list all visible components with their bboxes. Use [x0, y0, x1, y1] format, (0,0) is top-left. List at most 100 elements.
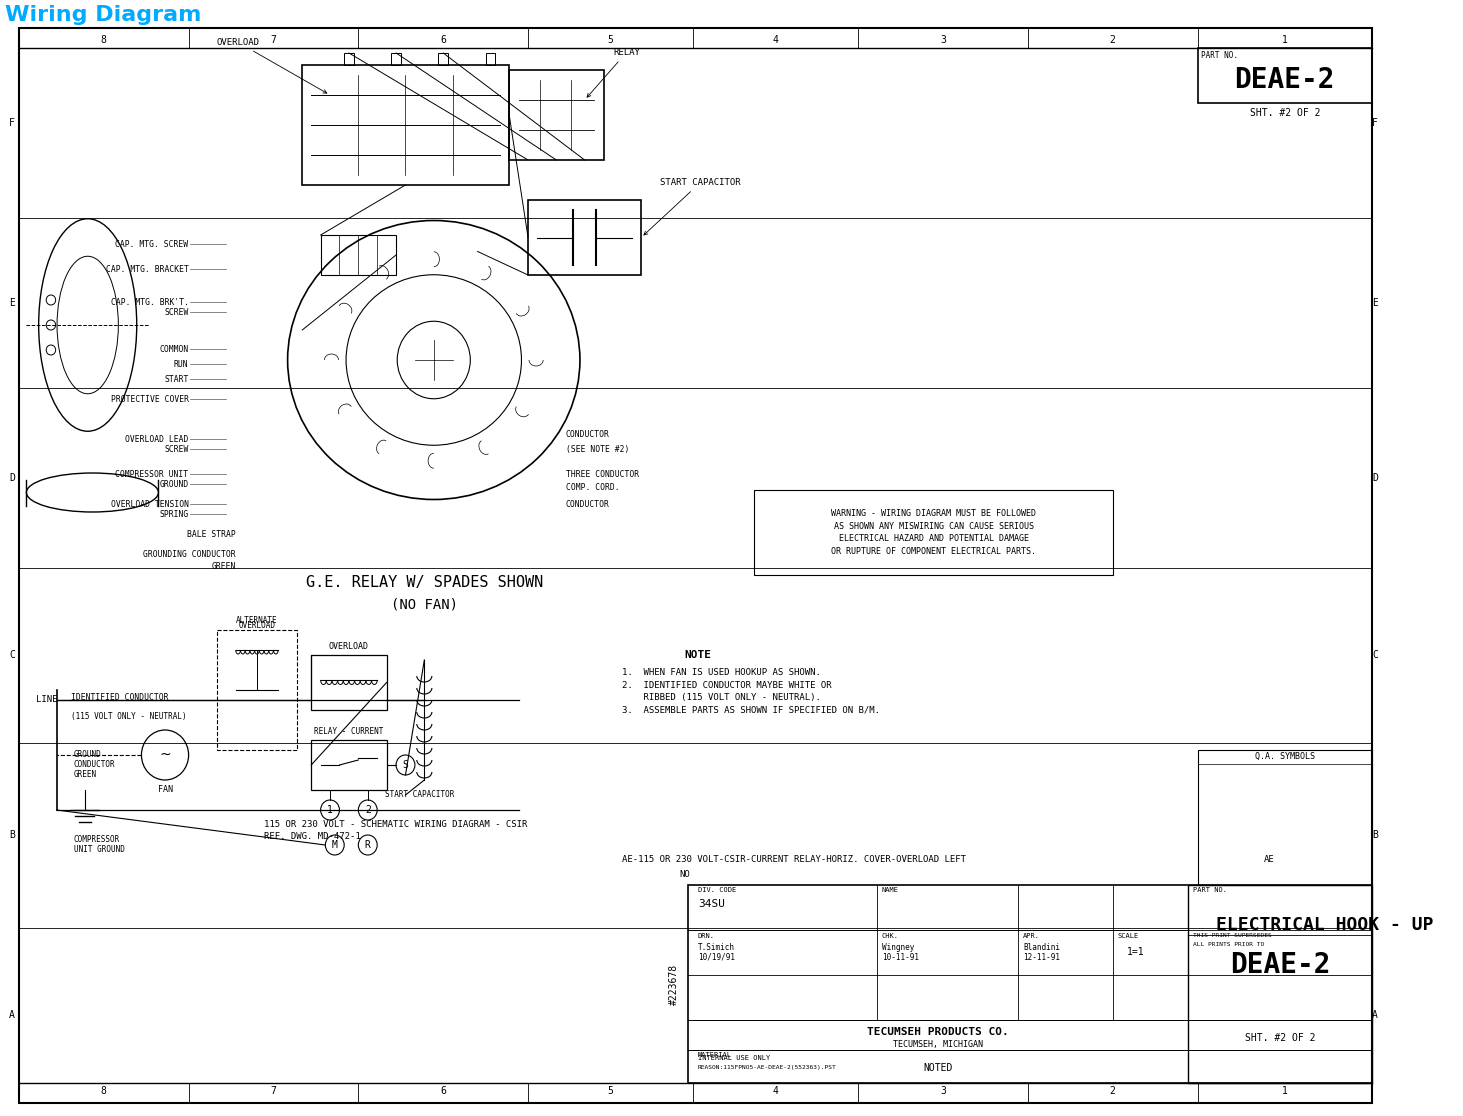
Text: REF. DWG. MD-472-1: REF. DWG. MD-472-1: [263, 833, 361, 841]
Text: COMMON: COMMON: [159, 345, 189, 354]
Bar: [528, 200, 641, 275]
Text: B: B: [9, 830, 15, 840]
Text: CONDUCTOR: CONDUCTOR: [566, 430, 610, 439]
Text: GROUNDING CONDUCTOR: GROUNDING CONDUCTOR: [143, 550, 236, 559]
Text: AE: AE: [1264, 855, 1274, 864]
Text: CAP. MTG. BRACKET: CAP. MTG. BRACKET: [105, 264, 189, 275]
Text: CAP. MTG. SCREW: CAP. MTG. SCREW: [116, 240, 189, 249]
Text: SHT. #2 OF 2: SHT. #2 OF 2: [1249, 108, 1320, 118]
Text: Blandini: Blandini: [1023, 943, 1061, 952]
Text: 3: 3: [941, 1086, 947, 1096]
Text: 2: 2: [1110, 35, 1116, 45]
Text: START CAPACITOR: START CAPACITOR: [644, 177, 740, 235]
Text: APR.: APR.: [1023, 933, 1040, 939]
Bar: [217, 631, 297, 750]
Text: C: C: [1372, 651, 1378, 661]
Text: PROTECTIVE COVER: PROTECTIVE COVER: [111, 395, 189, 404]
Text: GREEN: GREEN: [211, 562, 236, 571]
Text: (NO FAN): (NO FAN): [391, 597, 458, 610]
Text: PART NO.: PART NO.: [1192, 887, 1227, 893]
Text: NO: NO: [679, 870, 689, 879]
Text: (115 VOLT ONLY - NEUTRAL): (115 VOLT ONLY - NEUTRAL): [70, 712, 186, 721]
Text: THREE CONDUCTOR: THREE CONDUCTOR: [566, 470, 639, 479]
Text: 34SU: 34SU: [698, 899, 724, 910]
Text: 8: 8: [101, 1086, 107, 1096]
Text: IDENTIFIED CONDUCTOR: IDENTIFIED CONDUCTOR: [70, 693, 168, 702]
Text: R: R: [364, 840, 370, 850]
Text: M: M: [332, 840, 338, 850]
Text: 10/19/91: 10/19/91: [698, 953, 734, 962]
Text: S: S: [402, 760, 408, 770]
Text: F: F: [9, 118, 15, 128]
Text: AE-115 OR 230 VOLT-CSIR-CURRENT RELAY-HORIZ. COVER-OVERLOAD LEFT: AE-115 OR 230 VOLT-CSIR-CURRENT RELAY-HO…: [622, 855, 967, 864]
Text: 1.  WHEN FAN IS USED HOOKUP AS SHOWN.
2.  IDENTIFIED CONDUCTOR MAYBE WHITE OR
  : 1. WHEN FAN IS USED HOOKUP AS SHOWN. 2. …: [622, 668, 881, 714]
Text: 4: 4: [772, 1086, 778, 1096]
Bar: [1198, 750, 1372, 885]
Text: G.E. RELAY W/ SPADES SHOWN: G.E. RELAY W/ SPADES SHOWN: [306, 575, 543, 590]
Text: CONDUCTOR: CONDUCTOR: [566, 500, 610, 509]
Text: E: E: [1372, 298, 1378, 308]
Text: 1=1: 1=1: [1127, 947, 1144, 958]
Text: CAP. MTG. BRK'T.: CAP. MTG. BRK'T.: [111, 298, 189, 307]
Text: 5: 5: [607, 1086, 613, 1096]
Text: PART NO.: PART NO.: [1201, 51, 1238, 60]
Text: 5: 5: [607, 35, 613, 45]
Text: COMP. CORD.: COMP. CORD.: [566, 483, 619, 492]
Text: NOTE: NOTE: [685, 650, 711, 660]
Text: INTERNAL USE ONLY: INTERNAL USE ONLY: [698, 1055, 770, 1061]
Text: SHT. #2 OF 2: SHT. #2 OF 2: [1245, 1033, 1315, 1043]
Text: LINE: LINE: [35, 695, 57, 704]
Bar: [301, 65, 509, 185]
Text: NAME: NAME: [882, 887, 898, 893]
Text: WARNING - WIRING DIAGRAM MUST BE FOLLOWED
AS SHOWN ANY MISWIRING CAN CAUSE SERIO: WARNING - WIRING DIAGRAM MUST BE FOLLOWE…: [831, 509, 1036, 556]
Text: TECUMSEH PRODUCTS CO.: TECUMSEH PRODUCTS CO.: [868, 1027, 1009, 1037]
Text: A: A: [9, 1010, 15, 1020]
Text: COMPRESSOR UNIT: COMPRESSOR UNIT: [116, 470, 189, 479]
Text: Wingney: Wingney: [882, 943, 914, 952]
Text: DEAE-2: DEAE-2: [1235, 67, 1336, 95]
Text: 6: 6: [440, 35, 446, 45]
Text: RUN: RUN: [174, 360, 189, 369]
Text: ~: ~: [159, 748, 171, 762]
Bar: [1198, 48, 1372, 103]
Text: ALTERNATE: ALTERNATE: [236, 616, 278, 625]
Text: 8: 8: [101, 35, 107, 45]
Text: Wiring Diagram: Wiring Diagram: [4, 4, 200, 25]
Text: E: E: [9, 298, 15, 308]
Text: 1: 1: [328, 805, 334, 815]
Text: FAN: FAN: [158, 785, 173, 793]
Text: START: START: [164, 375, 189, 384]
Text: OVERLOAD TENSION: OVERLOAD TENSION: [111, 500, 189, 509]
Text: GROUND: GROUND: [159, 480, 189, 489]
Text: SPRING: SPRING: [159, 510, 189, 519]
Text: OVERLOAD: OVERLOAD: [217, 38, 326, 93]
Text: #223678: #223678: [669, 963, 679, 1004]
Text: OVERLOAD LEAD: OVERLOAD LEAD: [126, 435, 189, 444]
Bar: [391, 52, 401, 65]
Text: THIS PRINT SUPERSEDES: THIS PRINT SUPERSEDES: [1192, 933, 1271, 939]
Text: A: A: [1372, 1010, 1378, 1020]
Text: F: F: [1372, 118, 1378, 128]
Text: 2: 2: [1110, 1086, 1116, 1096]
Text: BALE STRAP: BALE STRAP: [187, 530, 236, 539]
Text: 4: 4: [772, 35, 778, 45]
Text: OVERLOAD: OVERLOAD: [329, 642, 369, 651]
Text: START CAPACITOR: START CAPACITOR: [385, 790, 455, 799]
Text: 1: 1: [1282, 35, 1287, 45]
Text: CONDUCTOR: CONDUCTOR: [73, 760, 116, 769]
Text: T.Simich: T.Simich: [698, 943, 734, 952]
Text: MATERIAL: MATERIAL: [698, 1052, 732, 1058]
Text: DEAE-2: DEAE-2: [1230, 951, 1330, 979]
Bar: [509, 70, 604, 160]
Text: RELAY: RELAY: [587, 48, 639, 97]
Text: OVERLOAD: OVERLOAD: [238, 620, 275, 631]
Bar: [486, 52, 494, 65]
Text: 10-11-91: 10-11-91: [882, 953, 919, 962]
Text: SCALE: SCALE: [1118, 933, 1138, 939]
Text: SCREW: SCREW: [164, 308, 189, 317]
Text: 7: 7: [271, 35, 277, 45]
Bar: [755, 490, 1113, 575]
Text: SCREW: SCREW: [164, 445, 189, 454]
Text: NOTED: NOTED: [923, 1064, 952, 1072]
Text: TECUMSEH, MICHIGAN: TECUMSEH, MICHIGAN: [894, 1040, 983, 1049]
